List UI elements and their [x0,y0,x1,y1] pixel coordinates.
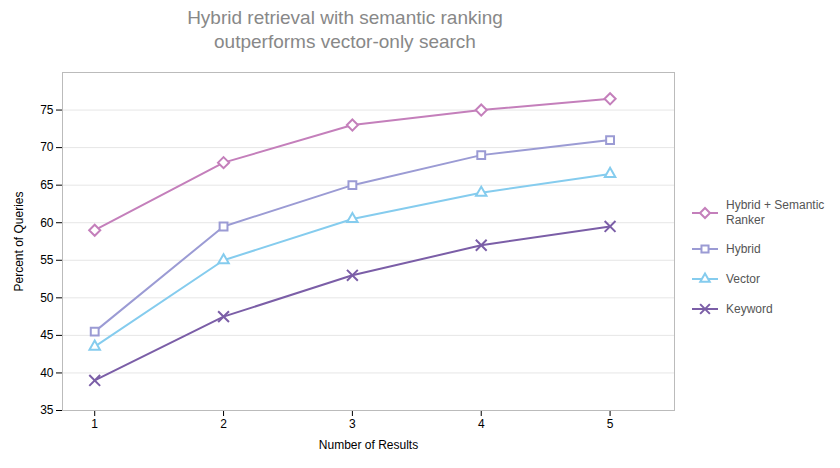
svg-text:2: 2 [220,417,227,431]
svg-text:35: 35 [40,403,54,417]
svg-text:1: 1 [91,417,98,431]
svg-text:Percent of Queries: Percent of Queries [12,191,26,291]
html-text:Hybrid retrieval with semantic: Hybrid retrieval with semantic ranking o… [187,7,503,52]
svg-text:75: 75 [40,102,54,116]
svg-text:65: 65 [40,178,54,192]
svg-text:55: 55 [40,253,54,267]
svg-text:5: 5 [607,417,614,431]
svg-text:40: 40 [40,365,54,379]
svg-text:70: 70 [40,140,54,154]
svg-text:60: 60 [40,215,54,229]
html-text:Vector: Vector [726,271,760,286]
svg-text:3: 3 [349,417,356,431]
svg-text:45: 45 [40,328,54,342]
svg-text:50: 50 [40,290,54,304]
html-text:Hybrid: Hybrid [726,241,761,256]
svg-text:Number of Results: Number of Results [319,437,418,451]
svg-text:4: 4 [478,417,485,431]
html-text:Keyword: Keyword [726,301,773,316]
html-text:Hybrid + Semantic Ranker: Hybrid + Semantic Ranker [726,198,825,227]
